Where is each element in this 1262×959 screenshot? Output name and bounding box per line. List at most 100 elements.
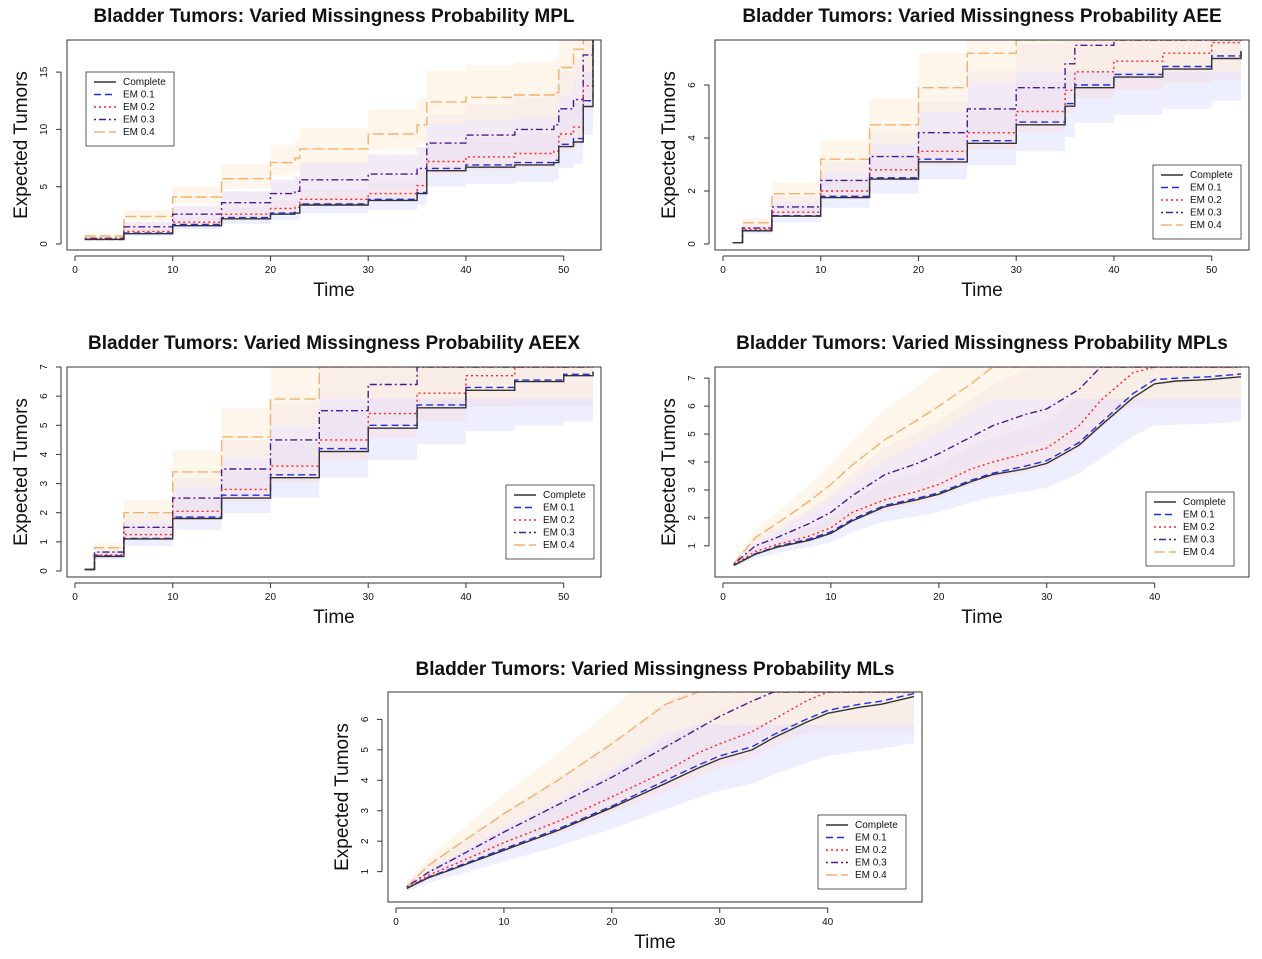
legend-label: Complete bbox=[123, 77, 166, 88]
y-tick-label: 6 bbox=[687, 403, 698, 409]
legend-label: EM 0.3 bbox=[855, 858, 887, 869]
x-axis: 0 10 20 30 40 50 bbox=[720, 255, 1218, 276]
legend-label: EM 0.3 bbox=[543, 528, 575, 539]
y-tick-label: 7 bbox=[39, 364, 50, 370]
series-line-complete bbox=[732, 51, 1242, 244]
series-line-em-0-2 bbox=[84, 367, 593, 571]
y-axis-label: Expected Tumors bbox=[11, 71, 32, 219]
legend-label: EM 0.4 bbox=[123, 127, 155, 138]
x-tick-label: 40 bbox=[1108, 265, 1120, 276]
legend-label: EM 0.2 bbox=[1190, 195, 1222, 206]
series-line-complete bbox=[84, 40, 594, 241]
x-tick-label: 20 bbox=[265, 265, 277, 276]
band-em-0-4 bbox=[84, 40, 593, 238]
y-tick-label: 2 bbox=[687, 188, 698, 194]
legend-label: EM 0.4 bbox=[1190, 220, 1222, 231]
y-tick-label: 4 bbox=[360, 777, 371, 783]
x-tick-label: 0 bbox=[393, 917, 399, 928]
legend: Complete EM 0.1EM 0.2 EM 0.3EM 0.4 bbox=[817, 814, 907, 890]
x-tick-label: 0 bbox=[720, 592, 726, 603]
x-tick-label: 20 bbox=[913, 265, 925, 276]
x-tick-label: 10 bbox=[498, 917, 510, 928]
legend-label: EM 0.3 bbox=[1183, 535, 1215, 546]
x-tick-label: 20 bbox=[933, 592, 945, 603]
y-tick-label: 15 bbox=[39, 66, 50, 78]
x-axis-label: Time bbox=[313, 280, 355, 301]
series-line-complete bbox=[406, 695, 915, 890]
legend-label: EM 0.1 bbox=[123, 90, 155, 101]
band-em-0-4 bbox=[406, 692, 914, 890]
y-tick-label: 4 bbox=[687, 459, 698, 465]
series-line-complete bbox=[84, 372, 594, 571]
x-tick-label: 10 bbox=[167, 265, 179, 276]
y-tick-label: 5 bbox=[687, 431, 698, 437]
legend-label: EM 0.2 bbox=[855, 845, 887, 856]
band-em-0-2 bbox=[406, 692, 914, 891]
y-tick-label: 6 bbox=[687, 82, 698, 88]
y-axis: 0 2 4 6 bbox=[687, 82, 710, 247]
legend-label: EM 0.1 bbox=[543, 503, 575, 514]
x-tick-label: 50 bbox=[1206, 265, 1218, 276]
y-axis: 0 5 10 15 bbox=[39, 66, 62, 247]
legend-label: Complete bbox=[1190, 170, 1233, 181]
x-tick-label: 0 bbox=[720, 265, 726, 276]
y-tick-label: 2 bbox=[687, 515, 698, 521]
y-tick-label: 2 bbox=[360, 838, 371, 844]
y-tick-label: 3 bbox=[687, 487, 698, 493]
y-tick-label: 0 bbox=[687, 241, 698, 247]
legend-label: Complete bbox=[1183, 497, 1226, 508]
x-axis: 0 10 20 30 40 bbox=[720, 582, 1161, 603]
band-em-0-3 bbox=[84, 40, 593, 240]
band-em-0-4 bbox=[733, 367, 1241, 566]
series-line-em-0-3 bbox=[406, 692, 914, 888]
x-tick-label: 0 bbox=[72, 265, 78, 276]
x-tick-label: 30 bbox=[1011, 265, 1023, 276]
y-tick-label: 6 bbox=[39, 393, 50, 399]
y-tick-label: 3 bbox=[39, 480, 50, 486]
plot-area bbox=[84, 40, 594, 241]
series-line-em-0-3 bbox=[84, 367, 593, 571]
y-tick-label: 1 bbox=[360, 868, 371, 874]
series-line-complete bbox=[733, 376, 1242, 567]
legend-label: EM 0.1 bbox=[1183, 510, 1215, 521]
plot-area bbox=[732, 40, 1242, 244]
x-axis-label: Time bbox=[961, 280, 1003, 301]
y-tick-label: 5 bbox=[360, 747, 371, 753]
x-tick-label: 40 bbox=[460, 265, 472, 276]
y-tick-label: 10 bbox=[39, 123, 50, 135]
x-axis: 0 10 20 30 40 50 bbox=[72, 582, 570, 603]
chart-panel-3: 0 10 20 30 40 50 Time 0 1 2 3 4 5 6 7 Expected Tumors Bl… bbox=[11, 333, 602, 628]
plot-frame bbox=[387, 691, 923, 903]
plot-frame bbox=[714, 39, 1250, 251]
y-tick-label: 7 bbox=[687, 375, 698, 381]
y-tick-label: 4 bbox=[39, 451, 50, 457]
x-axis-label: Time bbox=[961, 607, 1003, 628]
band-em-0-4 bbox=[84, 367, 593, 570]
y-axis-label: Expected Tumors bbox=[659, 71, 680, 219]
y-tick-label: 1 bbox=[39, 539, 50, 545]
x-axis: 0 10 20 30 40 bbox=[393, 907, 834, 928]
chart-panel-1: 0 10 20 30 40 50 Time 0 5 10 15 Expected Tumors Blad… bbox=[11, 6, 602, 301]
legend-label: Complete bbox=[855, 820, 898, 831]
legend-label: Complete bbox=[543, 490, 586, 501]
band-em-0-4 bbox=[732, 40, 1241, 243]
chart-title: Bladder Tumors: Varied Missingness Proba… bbox=[93, 6, 574, 27]
y-axis-label: Expected Tumors bbox=[11, 398, 32, 546]
x-tick-label: 30 bbox=[1041, 592, 1053, 603]
x-axis: 0 10 20 30 40 50 bbox=[72, 255, 570, 276]
series-line-em-0-3 bbox=[733, 367, 1241, 565]
y-axis-label: Expected Tumors bbox=[659, 398, 680, 546]
chart-panel-4: 0 10 20 30 40 Time 1 2 3 4 5 6 7 Expected Tumors Bladd… bbox=[659, 333, 1250, 628]
x-tick-label: 40 bbox=[822, 917, 834, 928]
series-line-em-0-1 bbox=[733, 373, 1242, 567]
y-tick-label: 5 bbox=[39, 422, 50, 428]
y-tick-label: 2 bbox=[39, 509, 50, 515]
legend-label: EM 0.1 bbox=[1190, 183, 1222, 194]
series-line-em-0-2 bbox=[732, 40, 1242, 244]
chart-title: Bladder Tumors: Varied Missingness Proba… bbox=[416, 659, 895, 680]
x-tick-label: 40 bbox=[1149, 592, 1161, 603]
chart-title: Bladder Tumors: Varied Missingness Proba… bbox=[88, 333, 580, 354]
chart-title: Bladder Tumors: Varied Missingness Proba… bbox=[736, 333, 1228, 354]
legend-label: EM 0.3 bbox=[1190, 208, 1222, 219]
plot-area bbox=[733, 367, 1242, 568]
